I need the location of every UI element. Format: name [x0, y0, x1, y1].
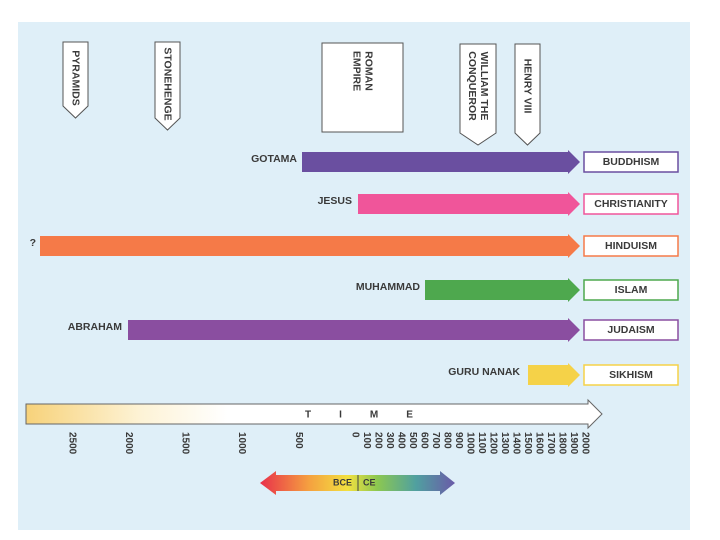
- religion-name: HINDUISM: [605, 240, 657, 252]
- religion-box: [583, 151, 679, 173]
- axis-tick-label: 1000: [464, 432, 475, 455]
- founder-label: GOTAMA: [251, 153, 297, 165]
- marker-label: PYRAMIDS: [70, 50, 82, 105]
- founder-label: MUHAMMAD: [356, 281, 421, 293]
- founder-label: ?: [30, 237, 36, 249]
- axis-tick-label: 800: [441, 432, 452, 449]
- axis-tick-label: 1100: [476, 432, 487, 454]
- axis-tick-label: 2000: [123, 432, 134, 455]
- legend-ce: CE: [363, 477, 376, 487]
- axis-tick-label: 1200: [487, 432, 498, 455]
- legend-bce: BCE: [333, 477, 352, 487]
- religion-box: [583, 364, 679, 386]
- founder-label: JESUS: [318, 195, 352, 207]
- axis-tick-label: 400: [395, 432, 406, 449]
- axis-tick-label: 1600: [533, 432, 544, 455]
- religion-name: JUDAISM: [607, 324, 655, 336]
- marker-sign: [154, 41, 181, 131]
- religion-arrow: [358, 192, 580, 216]
- marker-label: STONEHENGE: [162, 47, 174, 120]
- axis-tick-label: 100: [361, 432, 372, 449]
- axis-tick-label: 1000: [236, 432, 247, 455]
- marker-label: ROMAN: [363, 51, 375, 91]
- religion-box: [583, 235, 679, 257]
- marker-sign: [321, 42, 404, 133]
- axis-tick-label: 1500: [522, 432, 533, 455]
- axis-tick-label: 700: [430, 432, 441, 449]
- axis-tick-label: 0: [349, 432, 360, 438]
- axis-tick-label: 1500: [180, 432, 191, 455]
- religion-name: ISLAM: [615, 284, 648, 296]
- axis-tick-label: 500: [407, 432, 418, 449]
- axis-tick-label: 500: [293, 432, 304, 449]
- marker-label: WILLIAM THE: [478, 52, 490, 121]
- axis-tick-label: 1300: [499, 432, 510, 455]
- axis-tick-label: 200: [372, 432, 383, 449]
- religion-name: CHRISTIANITY: [594, 198, 668, 210]
- religion-box: [583, 279, 679, 301]
- religion-name: BUDDHISM: [603, 156, 660, 168]
- religion-arrow: [128, 318, 580, 342]
- religion-box: [583, 319, 679, 341]
- axis-tick-label: 1700: [545, 432, 556, 455]
- time-arrow: [25, 398, 603, 430]
- religion-arrow: [40, 234, 580, 258]
- religion-box: [583, 193, 679, 215]
- marker-label: EMPIRE: [351, 51, 363, 91]
- marker-sign: [514, 43, 541, 146]
- axis-tick-label: 2000: [579, 432, 590, 455]
- axis-title: TIME: [305, 410, 441, 421]
- axis-tick-label: 2500: [66, 432, 77, 455]
- axis-tick-label: 1900: [568, 432, 579, 455]
- axis-tick-label: 900: [453, 432, 464, 449]
- religion-name: SIKHISM: [609, 369, 653, 381]
- axis-tick-label: 1400: [510, 432, 521, 455]
- axis-tick-label: 300: [384, 432, 395, 449]
- marker-label: HENRY VIII: [522, 59, 534, 114]
- founder-label: ABRAHAM: [68, 321, 122, 333]
- religion-arrow: [528, 363, 580, 387]
- axis-tick-label: 1800: [556, 432, 567, 455]
- founder-label: GURU NANAK: [448, 366, 520, 378]
- marker-sign: [459, 43, 497, 146]
- religion-arrow: [302, 150, 580, 174]
- axis-tick-label: 600: [418, 432, 429, 449]
- marker-label: CONQUEROR: [466, 51, 478, 121]
- religion-arrow: [425, 278, 580, 302]
- marker-sign: [62, 41, 89, 119]
